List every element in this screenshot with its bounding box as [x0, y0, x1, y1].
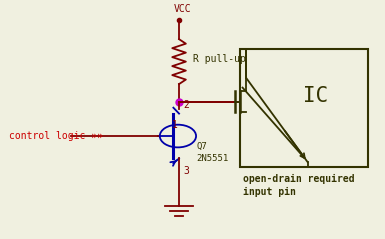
Bar	[239, 49, 368, 167]
Text: R pull-up: R pull-up	[193, 54, 246, 64]
Text: 1: 1	[171, 120, 177, 130]
Text: control logic »»: control logic »»	[9, 131, 103, 141]
Text: 3: 3	[184, 167, 189, 176]
Text: VCC: VCC	[174, 4, 192, 14]
Text: IC: IC	[303, 86, 328, 106]
Text: open-drain required
input pin: open-drain required input pin	[243, 174, 355, 197]
Text: 2: 2	[184, 100, 189, 110]
Text: Q7
2N5551: Q7 2N5551	[196, 142, 228, 163]
